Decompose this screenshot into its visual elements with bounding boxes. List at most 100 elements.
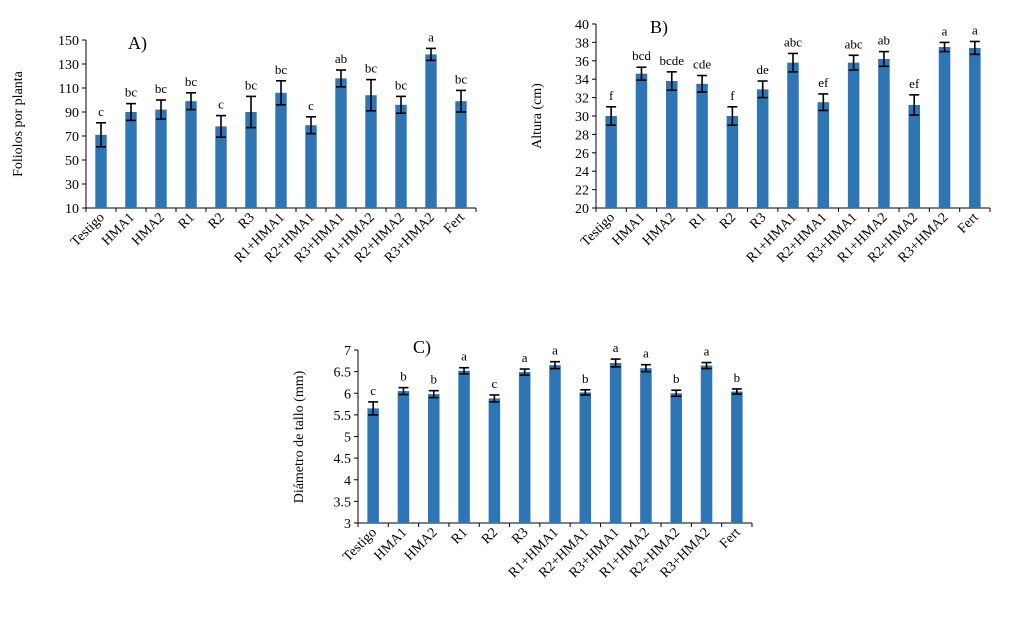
significance-letter: bc (365, 61, 378, 76)
y-tick-label: 6 (344, 387, 351, 402)
bar-R3+HMA2 (425, 54, 437, 209)
bar-HMA2 (155, 109, 167, 208)
bar-HMA1 (635, 73, 648, 209)
significance-letter: ab (335, 51, 347, 66)
x-tick-label: R1 (176, 210, 198, 232)
significance-letter: b (431, 372, 438, 387)
significance-letter: a (972, 22, 978, 37)
y-tick-label: 110 (59, 82, 79, 97)
x-tick-label: R3 (747, 210, 769, 232)
bar-R2+HMA2 (908, 104, 920, 208)
significance-letter: c (308, 98, 314, 113)
significance-letter: bcde (659, 53, 684, 68)
y-tick-label: 38 (575, 36, 589, 51)
bar-R1+HMA1 (275, 92, 287, 208)
significance-letter: b (734, 370, 741, 385)
panel-label: B) (650, 17, 668, 38)
bar-R1+HMA2 (878, 58, 890, 209)
y-tick-label: 3 (344, 517, 351, 532)
significance-letter: a (522, 350, 528, 365)
y-tick-label: 130 (58, 58, 79, 73)
bar-HMA2 (428, 394, 440, 523)
y-tick-label: 5.5 (334, 409, 352, 424)
significance-letter: a (461, 349, 467, 364)
x-tick-label: R2 (479, 525, 501, 547)
y-tick-label: 32 (575, 92, 589, 107)
bar-R2+HMA1 (817, 102, 830, 208)
significance-letter: bc (155, 81, 168, 96)
bar-R2+HMA2 (670, 393, 682, 523)
x-tick-label: R1 (449, 525, 471, 547)
y-tick-label: 150 (58, 34, 79, 49)
bar-R1+HMA1 (549, 365, 561, 523)
y-tick-label: 50 (65, 154, 79, 169)
bar-R3+HMA1 (609, 362, 622, 523)
bar-R3+HMA1 (847, 62, 860, 208)
x-tick-label: HMA2 (402, 525, 441, 564)
x-tick-label: HMA1 (99, 210, 138, 249)
significance-letter: a (942, 23, 948, 38)
y-tick-label: 22 (575, 184, 589, 199)
y-axis-title: Foliolos por planta (11, 70, 26, 177)
significance-letter: bc (185, 74, 198, 89)
x-tick-label: HMA2 (129, 210, 168, 249)
x-tick-label: R3 (236, 210, 258, 232)
x-tick-label: Fert (441, 210, 468, 237)
y-tick-label: 28 (575, 128, 589, 143)
y-tick-label: 30 (575, 110, 589, 125)
x-tick-label: Fert (955, 210, 982, 237)
significance-letter: cde (693, 57, 711, 72)
y-tick-label: 4 (344, 474, 351, 489)
bar-Fert (455, 101, 467, 208)
bar-R3+HMA2 (938, 47, 951, 208)
bar-R1+HMA2 (365, 95, 377, 208)
significance-letter: ef (909, 76, 920, 91)
significance-letter: bc (275, 62, 288, 77)
bar-R2+HMA1 (305, 125, 317, 208)
y-tick-label: 20 (575, 202, 589, 217)
panel-label: A) (128, 33, 147, 54)
significance-letter: a (704, 344, 710, 359)
x-tick-label: HMA2 (640, 210, 679, 249)
y-axis-title: Altura (cm) (530, 83, 545, 149)
significance-letter: bc (245, 77, 258, 92)
x-tick-label: R3 (509, 525, 531, 547)
y-tick-label: 7 (344, 344, 351, 359)
y-axis-title: Diámetro de tallo (mm) (292, 370, 307, 503)
bar-R2 (488, 398, 501, 523)
bar-Fert (731, 391, 743, 523)
significance-letter: f (730, 88, 735, 103)
bar-HMA1 (397, 391, 410, 523)
bar-R3 (756, 89, 769, 208)
significance-letter: abc (784, 34, 802, 49)
significance-letter: c (218, 97, 224, 112)
significance-letter: f (609, 88, 614, 103)
significance-letter: bc (395, 77, 408, 92)
chart-panel-3: 3 3.5 4 4.5 5 5.5 6 6.5 7 Diámetro de tallo (mm) C… (292, 337, 753, 581)
bar-Fert (969, 47, 981, 208)
y-tick-label: 40 (575, 18, 589, 33)
bar-R2 (215, 126, 227, 208)
bar-R1 (185, 101, 197, 208)
bar-R3 (518, 372, 531, 523)
x-tick-label: Fert (717, 525, 744, 552)
bar-Testigo (95, 134, 107, 208)
significance-letter: de (757, 62, 770, 77)
x-tick-label: HMA1 (610, 210, 649, 249)
significance-letter: bc (125, 85, 138, 100)
bar-HMA1 (125, 112, 137, 208)
x-tick-label: R2 (717, 210, 739, 232)
bar-R1 (458, 370, 470, 523)
y-tick-label: 6.5 (334, 366, 352, 381)
bar-R3 (245, 112, 257, 208)
y-tick-label: 70 (65, 130, 79, 145)
significance-letter: c (491, 376, 497, 391)
y-tick-label: 34 (575, 73, 589, 88)
y-tick-label: 4.5 (334, 452, 352, 467)
y-tick-label: 90 (65, 106, 79, 121)
significance-letter: b (673, 371, 680, 386)
x-tick-label: R2 (206, 210, 228, 232)
y-tick-label: 36 (575, 55, 589, 70)
